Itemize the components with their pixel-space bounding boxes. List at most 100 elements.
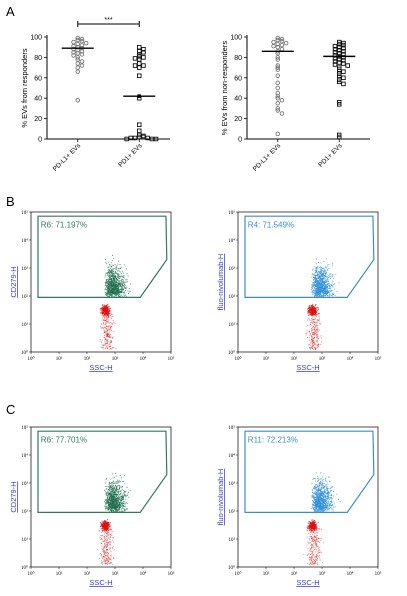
event-positive [124,281,126,283]
event-positive [322,281,324,283]
event-positive [115,487,117,489]
event-positive [104,489,106,491]
event-positive [115,290,117,292]
event-negative [112,319,114,321]
event-negative [311,305,313,307]
event-negative [313,332,315,334]
gate-polygon [244,215,375,298]
event-negative [107,528,109,530]
event-negative [109,544,111,545]
event-negative [310,309,312,311]
event-negative [317,548,319,550]
event-negative [313,529,315,531]
event-positive [113,275,115,277]
event-positive [314,282,316,284]
event-positive [318,276,320,277]
event-positive [114,476,115,478]
event-negative [313,305,315,307]
event-negative [108,336,109,338]
event-negative [313,312,315,314]
event-negative [316,347,318,349]
event-negative [104,524,106,525]
event-negative [308,552,309,554]
event-positive [319,275,321,277]
event-positive [109,294,110,296]
event-positive [117,503,119,505]
event-negative [311,321,312,323]
event-positive [109,270,111,272]
event-negative [102,551,104,553]
event-negative [109,334,111,335]
event-positive [322,288,324,290]
event-positive [109,482,110,484]
event-positive [124,264,126,266]
event-negative [106,307,108,308]
event-positive [122,287,124,289]
y-tick-label: 10² [229,294,236,300]
event-positive [112,495,114,497]
event-negative [310,328,312,330]
event-positive [316,284,318,286]
x-axis-label: SSC-H [296,363,319,372]
event-negative [315,531,317,533]
event-positive [124,504,126,506]
event-positive [109,488,111,490]
event-negative [103,550,105,552]
event-negative [106,538,108,540]
event-negative [104,528,106,529]
y-tick-label: 10⁴ [228,453,235,459]
x-tick-label: 10⁰ [234,571,241,577]
event-negative [307,308,309,309]
event-positive [106,289,108,290]
event-positive [110,499,112,501]
event-positive [112,503,114,505]
event-positive [123,275,125,276]
event-negative [311,519,313,521]
event-positive [114,508,116,510]
event-negative [101,528,103,530]
event-negative [321,337,322,339]
event-negative [108,538,110,540]
event-negative [306,332,307,334]
event-negative [310,554,311,555]
event-negative [314,338,316,340]
event-positive [128,496,130,498]
event-negative [315,308,317,310]
data-point [337,44,342,50]
event-positive [311,285,313,287]
event-positive [312,268,314,270]
event-negative [102,304,104,306]
event-positive [109,295,111,297]
event-negative [106,335,108,337]
event-positive [105,285,107,287]
event-negative [101,554,102,556]
event-positive [108,276,110,278]
event-negative [107,325,109,327]
x-tick-label: 10³ [319,571,326,577]
event-positive [325,291,326,293]
event-positive [113,289,115,291]
event-negative [106,340,107,342]
event-negative [106,347,108,349]
event-positive [111,266,113,268]
event-negative [111,313,113,315]
event-positive [118,292,120,294]
event-positive [121,488,123,490]
event-negative [315,563,317,564]
event-positive [108,290,110,292]
event-positive [129,489,131,491]
event-positive [116,504,118,506]
event-positive [108,494,110,496]
event-positive [112,272,114,274]
event-positive [117,269,119,271]
event-positive [319,277,321,279]
event-positive [117,492,119,494]
event-positive [326,268,328,270]
event-negative [316,315,317,317]
event-positive [117,287,119,289]
event-negative [312,531,314,533]
x-tick-label: 10² [84,571,91,577]
event-positive [122,506,124,508]
event-negative [314,312,316,314]
event-positive [120,510,122,512]
